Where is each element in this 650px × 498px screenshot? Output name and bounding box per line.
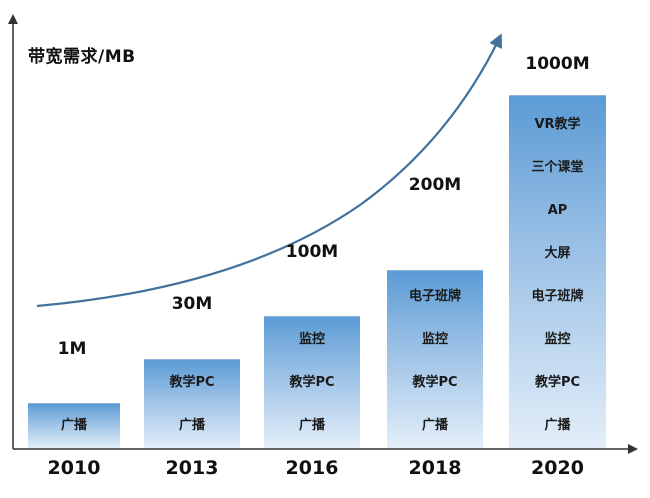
bar-item-label: 监控 xyxy=(421,332,448,347)
bar-item-label: 广播 xyxy=(421,418,448,433)
bar-item-label: 广播 xyxy=(298,418,325,433)
bar-item-label: 大屏 xyxy=(544,246,571,261)
y-axis-label: 带宽需求/MB xyxy=(28,47,136,67)
bar-item-label: 三个课堂 xyxy=(531,160,584,175)
value-label-2018: 200M xyxy=(408,175,462,195)
value-label-2020: 1000M xyxy=(525,54,590,74)
x-tick-2013: 2013 xyxy=(165,457,219,479)
bar-item-label: 教学PC xyxy=(412,375,458,390)
bar-item-label: 监控 xyxy=(298,332,325,347)
bar-2010: 广播 xyxy=(28,403,120,448)
bar-item-label: 电子班牌 xyxy=(531,289,584,304)
x-tick-2010: 2010 xyxy=(47,457,101,479)
bar-item-label: AP xyxy=(547,203,568,218)
bar-item-label: 电子班牌 xyxy=(408,289,461,304)
bar-item-label: VR教学 xyxy=(534,117,581,132)
bar-item-label: 教学PC xyxy=(169,375,215,390)
bar-item-label: 广播 xyxy=(178,418,205,433)
bar-2020: VR教学三个课堂 AP 大屏电子班牌监控教学PC 广播 xyxy=(509,95,606,448)
bar-item-label: 教学PC xyxy=(289,375,335,390)
x-tick-2016: 2016 xyxy=(285,457,339,479)
bar-2018: 电子班牌监控教学PC 广播 xyxy=(387,270,483,448)
bar-item-label: 广播 xyxy=(60,418,87,433)
value-label-2013: 30M xyxy=(171,294,213,314)
bar-2016: 监控教学PC 广播 xyxy=(264,316,360,448)
trend-arrow xyxy=(36,33,502,308)
bar-item-label: 监控 xyxy=(544,332,571,347)
bar-item-label: 教学PC xyxy=(534,375,581,390)
bar-item-label: 广播 xyxy=(544,418,571,433)
value-label-2016: 100M xyxy=(285,242,339,262)
x-tick-2018: 2018 xyxy=(408,457,462,479)
value-label-2010: 1M xyxy=(57,339,87,359)
x-tick-2020: 2020 xyxy=(531,457,584,479)
bar-2013: 教学PC 广播 xyxy=(144,359,240,448)
